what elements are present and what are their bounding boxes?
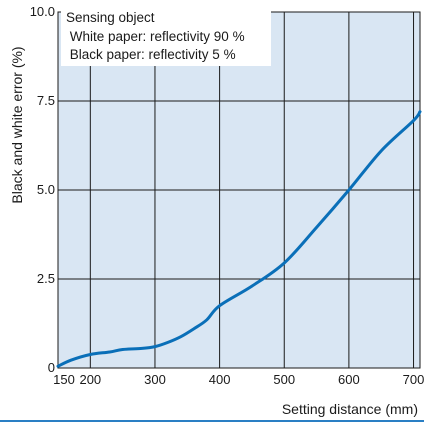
- annotation-line-3: Black paper: reflectivity 5 %: [66, 47, 236, 62]
- annotation-line-1: Sensing object: [66, 10, 155, 25]
- tick-labels: 150 200 300 400 500 600 700 0 2.5 5.0 7.5 10.0: [30, 4, 424, 387]
- y-tick-label: 7.5: [37, 93, 55, 108]
- x-tick-label: 400: [209, 372, 231, 387]
- x-tick-label: 500: [273, 372, 295, 387]
- legend-annotation: Sensing object White paper: reflectivity…: [61, 8, 271, 66]
- y-tick-label: 10.0: [30, 4, 55, 19]
- x-axis-label: Setting distance (mm): [282, 401, 418, 417]
- y-tick-label: 2.5: [37, 271, 55, 286]
- x-tick-label: 200: [79, 372, 101, 387]
- grid-lines: [58, 12, 420, 368]
- series-line-0: [56, 110, 422, 368]
- x-tick-label: 700: [403, 372, 424, 387]
- x-tick-label: 300: [144, 372, 166, 387]
- y-tick-label: 0: [48, 360, 55, 375]
- y-tick-label: 5.0: [37, 182, 55, 197]
- series-layer: [56, 110, 422, 368]
- x-tick-label: 150: [53, 372, 75, 387]
- y-axis-label: Black and white error (%): [9, 46, 25, 203]
- x-tick-label: 600: [338, 372, 360, 387]
- annotation-box: [61, 8, 271, 66]
- annotation-line-2: White paper: reflectivity 90 %: [66, 29, 245, 44]
